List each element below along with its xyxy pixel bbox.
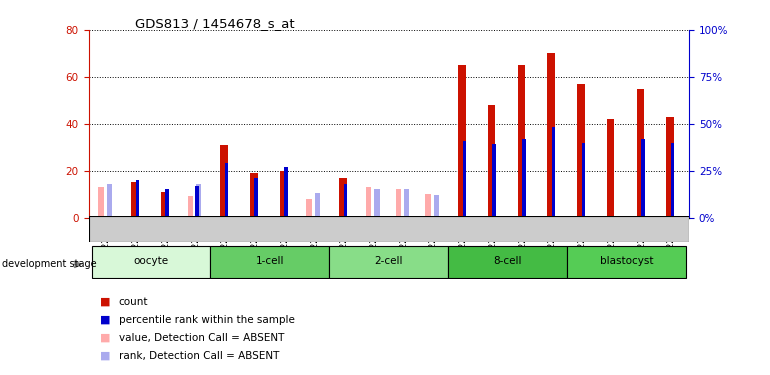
Bar — [92, 246, 210, 278]
Bar — [425, 194, 430, 217]
Text: ■: ■ — [100, 333, 111, 343]
Text: oocyte: oocyte — [133, 256, 169, 266]
Bar — [396, 189, 401, 217]
Bar — [567, 246, 686, 278]
Bar — [161, 192, 169, 217]
Bar — [107, 184, 112, 218]
Bar — [578, 84, 584, 218]
Bar — [374, 189, 380, 217]
Text: ■: ■ — [100, 315, 111, 325]
Bar — [517, 65, 525, 218]
Bar — [671, 142, 675, 218]
Text: development stage: development stage — [2, 260, 96, 269]
Bar — [131, 182, 139, 218]
Bar — [188, 196, 193, 217]
Bar — [547, 54, 555, 217]
Text: ■: ■ — [100, 297, 111, 307]
Text: 1-cell: 1-cell — [256, 256, 284, 266]
Text: blastocyst: blastocyst — [600, 256, 654, 266]
Text: GDS813 / 1454678_s_at: GDS813 / 1454678_s_at — [135, 17, 294, 30]
Bar — [522, 139, 526, 218]
Bar — [637, 88, 644, 218]
Bar — [666, 117, 674, 218]
Bar — [210, 246, 330, 278]
Bar — [488, 105, 495, 218]
Bar — [552, 128, 555, 218]
Bar — [463, 141, 466, 218]
Text: count: count — [119, 297, 148, 307]
Bar — [448, 246, 567, 278]
Bar — [306, 199, 312, 217]
Bar — [434, 195, 439, 217]
Bar — [366, 187, 371, 218]
Bar — [458, 65, 466, 218]
Bar — [404, 189, 410, 217]
Text: ■: ■ — [100, 351, 111, 361]
Bar — [607, 119, 614, 218]
Text: 8-cell: 8-cell — [494, 256, 522, 266]
Bar — [195, 186, 199, 218]
Bar — [196, 184, 201, 218]
Bar — [284, 167, 288, 218]
Bar — [99, 187, 104, 218]
Bar — [166, 189, 169, 217]
Bar — [254, 178, 258, 218]
Bar — [343, 184, 347, 218]
Bar — [220, 145, 228, 218]
Bar — [641, 139, 644, 218]
Bar — [315, 193, 320, 217]
Bar — [136, 180, 139, 218]
Text: 2-cell: 2-cell — [374, 256, 403, 266]
Bar — [280, 171, 287, 217]
Bar — [225, 163, 228, 218]
Bar — [250, 173, 258, 217]
Bar — [581, 142, 585, 218]
Text: value, Detection Call = ABSENT: value, Detection Call = ABSENT — [119, 333, 284, 343]
Text: rank, Detection Call = ABSENT: rank, Detection Call = ABSENT — [119, 351, 279, 361]
Bar — [340, 178, 346, 218]
Bar — [492, 144, 496, 218]
Bar — [330, 246, 448, 278]
Text: percentile rank within the sample: percentile rank within the sample — [119, 315, 294, 325]
